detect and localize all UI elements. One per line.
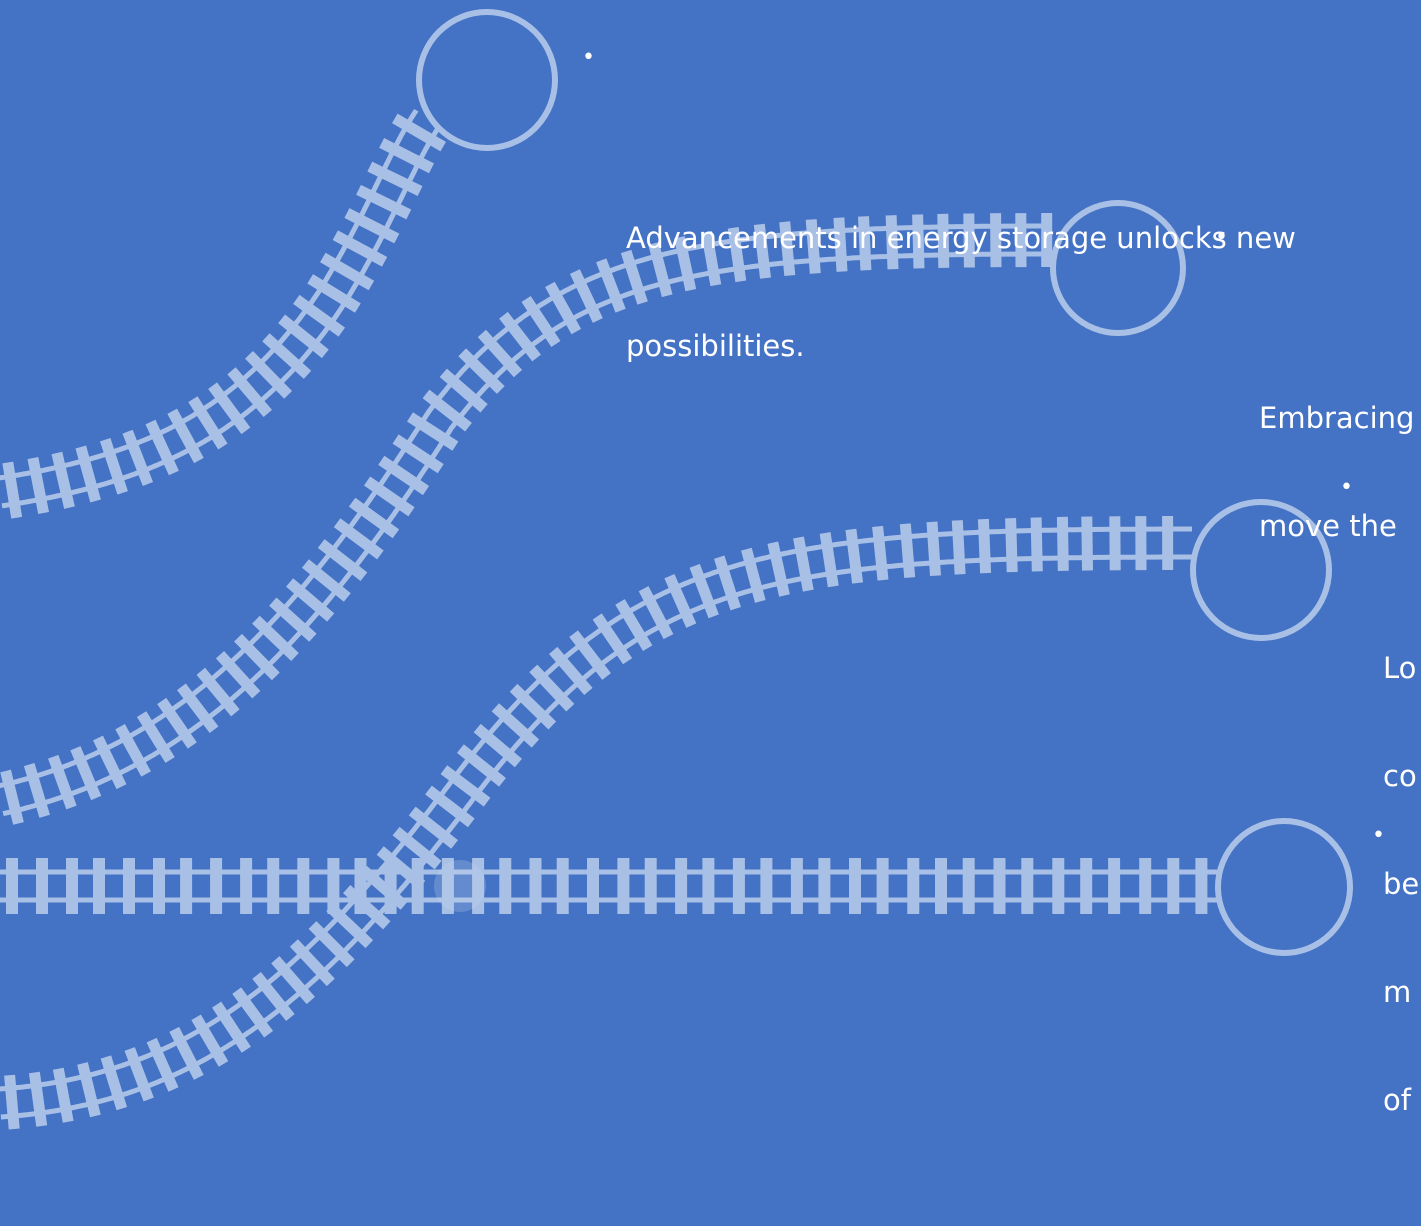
track-2-tie [6,771,19,823]
track-1-tie [249,355,288,395]
track-4-tie [83,1063,96,1116]
bullet-4-text [1412,926,1421,1070]
track-4-tie [477,728,518,763]
track-crossing-highlight [434,860,486,912]
track-2-tie [273,602,313,638]
track-4-tie [1011,518,1013,572]
track-4-tie [275,960,311,1001]
bullet-4: • [1372,818,1421,1106]
track-4-tie [495,707,535,743]
track-4-tie [294,943,331,982]
track-4-tie [905,524,909,578]
track-4-tie [878,526,883,580]
track-2-tie [238,638,276,677]
track-end-circle-1 [419,12,555,148]
track-4-tie [983,519,985,573]
bullet-dot: • [1215,220,1228,256]
track-1-tie [81,447,96,501]
track-2-tie [482,333,518,373]
track-4-tie [825,533,833,586]
track-1-tie [33,458,44,513]
bullet-dot: • [1372,818,1385,854]
track-1-tie [266,337,308,375]
bullet-3-line-2: co [1383,758,1421,794]
track-4-tie [10,1075,15,1129]
track-4-tie [553,650,588,691]
track-4-tie [533,668,570,707]
bullet-2-line-1: Embracing [1259,400,1421,436]
track-1-tie [57,453,70,508]
track-2-tie [256,620,295,657]
track-1-rail-2 [2,126,440,506]
track-2-tie [220,655,256,695]
bullet-dot: • [582,40,595,76]
track-4-tie [514,688,553,726]
track-3 [0,858,1217,914]
track-4-tie [1087,517,1088,571]
track-2-tie [305,564,347,598]
bullet-3-line-1: Lo [1383,650,1421,686]
track-end-circle-4 [1218,821,1350,953]
track-4-tie [851,529,858,583]
track-4-tie [313,925,351,963]
track-4-tie [773,543,785,596]
track-4-tie [1036,518,1037,572]
track-2-tie [462,352,501,390]
track-4-tie [957,520,960,574]
track-2-tie [443,373,484,409]
track-4-rail-1 [0,529,1192,1089]
track-4-tie [932,522,936,576]
track-2-tie [201,671,236,713]
track-4-tie [58,1069,68,1122]
track-4-tie [799,538,809,591]
track-4-tie [34,1073,41,1127]
bullet-dot: • [1340,470,1353,506]
track-4-tie [1062,517,1063,571]
track-4-tie [347,889,387,925]
track-4 [0,516,1192,1129]
track-1-tie [8,463,17,518]
track-1 [0,110,443,518]
track-2-tie [290,582,331,617]
